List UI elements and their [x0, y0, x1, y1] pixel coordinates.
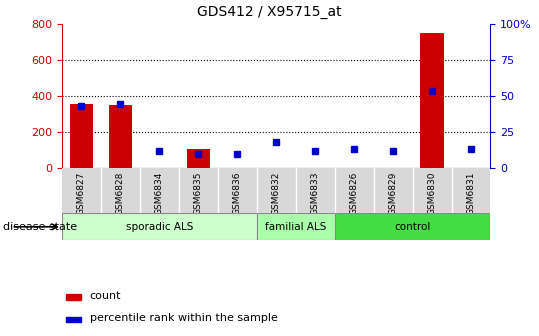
Bar: [109, 105, 132, 168]
Text: GSM6834: GSM6834: [155, 172, 164, 215]
Bar: [70, 104, 93, 168]
Text: GSM6836: GSM6836: [233, 172, 242, 215]
Text: GSM6835: GSM6835: [194, 172, 203, 215]
FancyBboxPatch shape: [257, 213, 335, 240]
Bar: [66, 294, 81, 299]
Text: percentile rank within the sample: percentile rank within the sample: [90, 313, 278, 323]
Bar: [66, 317, 81, 322]
Text: GSM6832: GSM6832: [272, 172, 281, 215]
Text: GSM6831: GSM6831: [467, 172, 475, 215]
Text: familial ALS: familial ALS: [265, 222, 327, 232]
Text: GSM6828: GSM6828: [116, 172, 125, 215]
Text: GSM6830: GSM6830: [427, 172, 437, 215]
Text: GDS412 / X95715_at: GDS412 / X95715_at: [197, 5, 342, 19]
Text: GSM6827: GSM6827: [77, 172, 86, 215]
Text: count: count: [90, 291, 121, 300]
FancyBboxPatch shape: [62, 213, 257, 240]
Text: GSM6829: GSM6829: [389, 172, 398, 215]
Text: control: control: [395, 222, 431, 232]
Text: GSM6833: GSM6833: [310, 172, 320, 215]
FancyBboxPatch shape: [335, 213, 490, 240]
Bar: [186, 149, 210, 168]
Text: sporadic ALS: sporadic ALS: [126, 222, 193, 232]
Text: disease state: disease state: [3, 222, 77, 232]
Bar: [420, 33, 444, 168]
Text: GSM6826: GSM6826: [350, 172, 358, 215]
